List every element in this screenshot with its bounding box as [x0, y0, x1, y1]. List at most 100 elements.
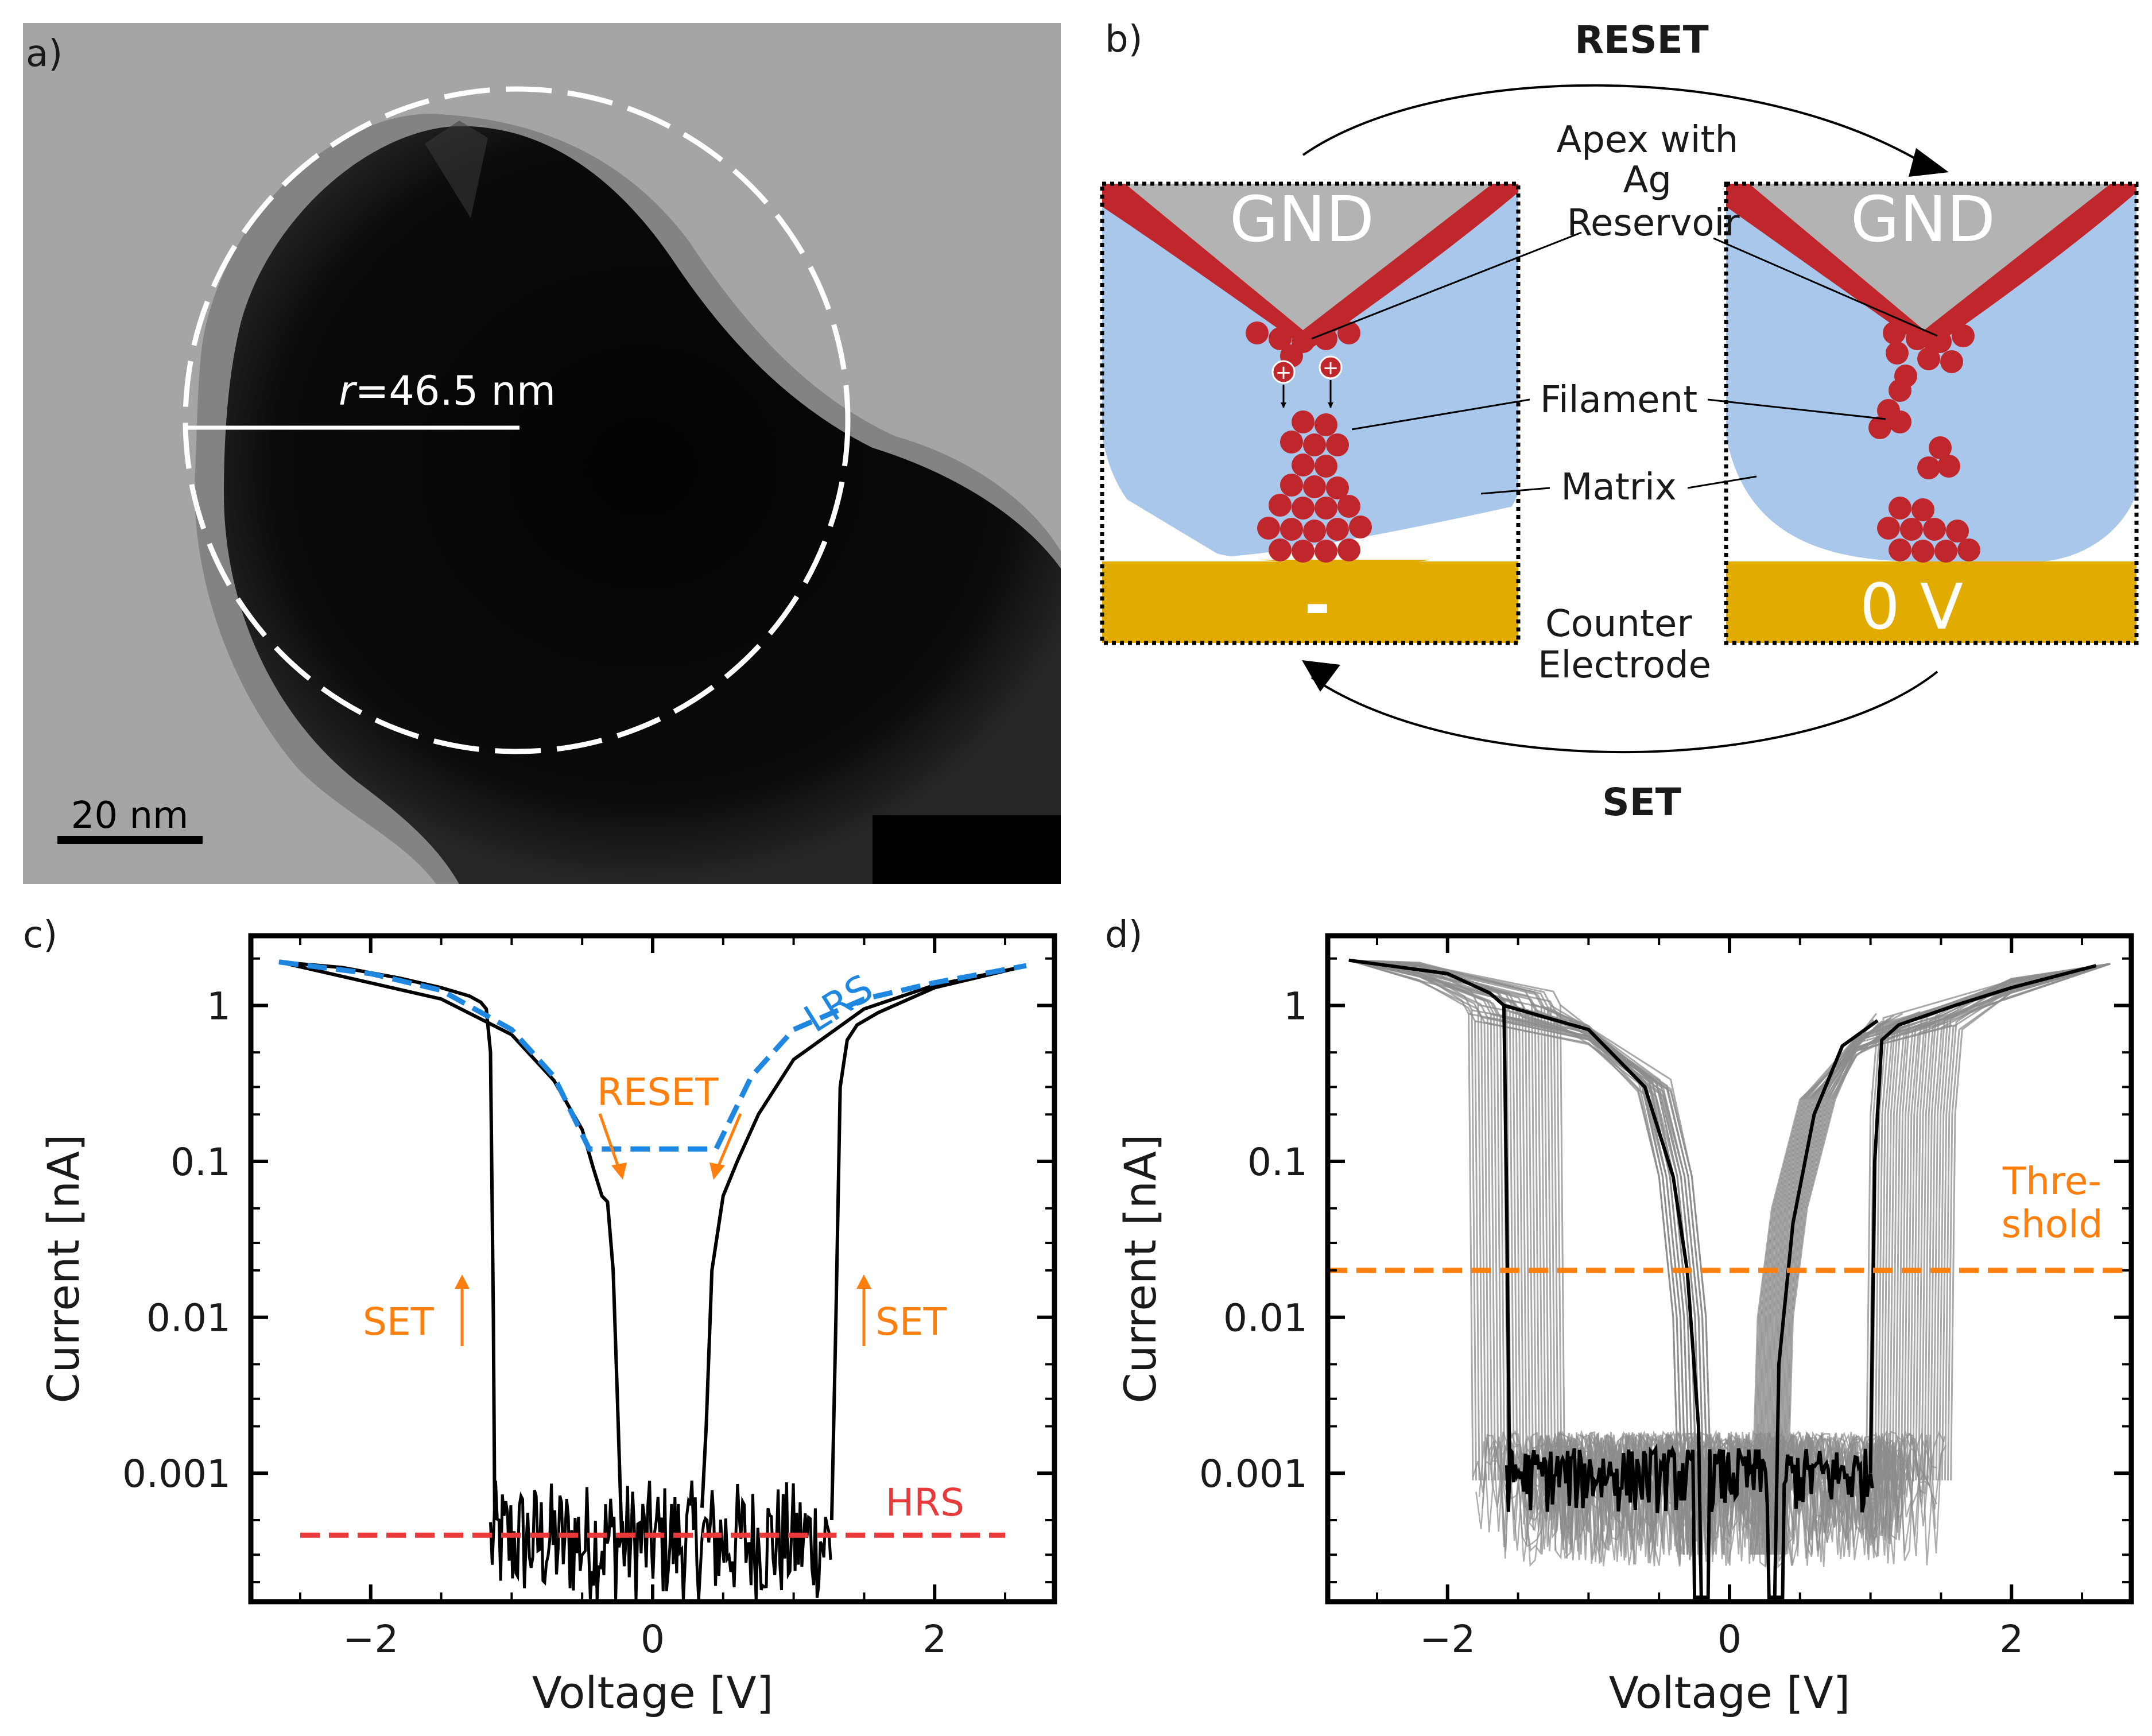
gray-cycle-left-set	[1348, 959, 1562, 1481]
series-measured-i-v	[278, 960, 497, 1521]
gray-cycle-noise	[1532, 1430, 1904, 1560]
panel-c: c) −2 0 2 0.001 0.01 0.1 1 Voltage [V] Current […	[23, 914, 1057, 1718]
y-tick-label: 0.001	[1199, 1452, 1308, 1496]
hrs-label: HRS	[886, 1481, 964, 1525]
panel-a: r=46.5 nm 20 nm a)	[23, 23, 1061, 884]
x-tick-label: 2	[922, 1617, 947, 1661]
panel-label-b: b)	[1105, 18, 1143, 61]
y-tick-label: 0.1	[1247, 1140, 1308, 1184]
threshold-label-line-2: shold	[2002, 1202, 2103, 1246]
gray-cycle-left-set	[1348, 959, 1560, 1481]
right-tip	[1726, 184, 2137, 336]
x-axis-label: Voltage [V]	[532, 1667, 774, 1718]
y-tick-label: 0.01	[146, 1296, 231, 1340]
reset-arrowhead-left	[611, 1162, 627, 1180]
svg-text:+: +	[1323, 356, 1339, 379]
series-highlighted-cycle	[1348, 958, 1511, 1474]
counter-label-line-1: Counter	[1545, 603, 1692, 645]
left-electrode	[1102, 560, 1518, 643]
right-filament-atoms	[1868, 379, 1980, 563]
set-label-left: SET	[363, 1300, 435, 1344]
series-measured-i-v-set-right	[829, 966, 1020, 1521]
reset-arrowhead-right	[709, 1162, 725, 1180]
gray-cycle-left-set	[1348, 959, 1477, 1481]
gray-cycle-left-set	[1348, 959, 1490, 1481]
series-lrs-fit	[278, 959, 1027, 1152]
x-tick-label: 0	[1717, 1617, 1742, 1661]
x-tick-label: 0	[641, 1617, 665, 1661]
radius-symbol: r	[339, 367, 358, 414]
c-plot-area	[278, 959, 1027, 1601]
gray-cycle-right-set	[1938, 963, 2111, 1481]
y-axis-label: Current [nA]	[1115, 1134, 1166, 1403]
y-tick-label: 1	[1284, 984, 1308, 1028]
device-left: GND - + +	[1100, 181, 1521, 645]
series-highlighted-cycle-set-right	[1868, 964, 2097, 1474]
left-reservoir-atoms	[1246, 321, 1360, 367]
apex-label-line-1: Apex with	[1557, 119, 1739, 161]
right-reservoir-atoms	[1883, 321, 1975, 388]
gray-cycle-left-reset	[1556, 1014, 1711, 1555]
gray-cycle-right-set	[1932, 963, 2111, 1481]
x-tick-label: −2	[343, 1617, 398, 1661]
matrix-label: Matrix	[1561, 466, 1677, 509]
radius-value: =46.5 nm	[355, 367, 556, 414]
gray-cycle-right-reset	[1775, 1017, 1950, 1555]
apex-label-line-3: Reservoir	[1566, 202, 1740, 245]
reset-cycle-label: RESET	[1575, 18, 1709, 62]
apex-label-line-2: Ag	[1623, 159, 1672, 202]
ion-left-1: +	[1271, 360, 1296, 408]
set-arrowhead-right	[856, 1274, 871, 1289]
gray-cycle-right-reset	[1759, 1022, 1918, 1555]
hrs-noise-trace	[489, 1481, 832, 1601]
svg-text:+: +	[1275, 361, 1292, 384]
series-measured-i-v-reset-right	[700, 966, 1020, 1508]
particle-outline-circle	[183, 86, 851, 754]
left-filament-atoms	[1257, 410, 1372, 563]
x-axis-label: Voltage [V]	[1609, 1667, 1851, 1718]
gray-cycle-left-set	[1348, 959, 1474, 1481]
series-highlighted-cycle-reset-left	[1503, 1003, 1703, 1602]
left-tip	[1102, 184, 1518, 336]
device-right: GND 0 V	[1724, 181, 2139, 645]
gray-cycle-right-reset	[1755, 1014, 1944, 1555]
gray-cycle-right-reset	[1785, 1024, 1909, 1555]
panel-b: b) GND - + +	[1100, 18, 2139, 824]
ion-left-2: +	[1319, 355, 1343, 408]
threshold-label-line-1: Thre-	[2002, 1159, 2101, 1203]
right-gnd-label: GND	[1851, 183, 1995, 256]
panel-label-a: a)	[26, 33, 63, 75]
highlighted-noise-trace	[1505, 1443, 1874, 1599]
series-highlighted-cycle-reset-right	[1773, 1019, 1879, 1602]
y-tick-label: 0.001	[122, 1452, 231, 1496]
gray-cycle-left-set	[1348, 959, 1487, 1481]
y-tick-label: 1	[207, 984, 231, 1028]
left-gnd-label: GND	[1230, 183, 1374, 256]
gray-cycle-right-reset	[1765, 1013, 1903, 1555]
gray-cycle-right-set	[1924, 963, 2111, 1481]
y-axis-label: Current [nA]	[38, 1134, 89, 1403]
gray-cycle-left-reset	[1553, 1021, 1707, 1555]
apex-label: Apex with Ag Reservoir	[1557, 119, 1750, 245]
left-tip-coating	[1102, 184, 1518, 350]
reset-arrow-right	[716, 1113, 742, 1169]
panel-d: d) −2 0 2 0.001 0.01 0.1 1 Voltage [V] Current […	[1105, 914, 2134, 1718]
gray-cycle-left-set	[1348, 959, 1566, 1481]
right-electrode-label: 0 V	[1860, 570, 1963, 644]
plot-c: −2 0 2 0.001 0.01 0.1 1 Voltage [V] Current [nA]…	[38, 933, 1057, 1718]
set-arrowhead-left	[455, 1274, 470, 1289]
gray-cycle-left-reset	[1560, 1004, 1714, 1555]
reset-label: RESET	[597, 1070, 719, 1114]
right-tip-coating	[1726, 184, 2137, 350]
reset-arrow-left	[598, 1113, 621, 1169]
gray-cycle-right-set	[1912, 963, 2111, 1481]
gray-cycle-left-set	[1348, 959, 1480, 1481]
gray-cycle-noise	[1538, 1431, 1945, 1567]
tem-particle	[224, 126, 1061, 884]
y-tick-label: 0.01	[1223, 1296, 1308, 1340]
set-label-right: SET	[875, 1300, 947, 1344]
set-cycle-label: SET	[1602, 780, 1681, 824]
counter-electrode-label: Counter Electrode	[1538, 603, 1711, 687]
panel-label-d: d)	[1105, 914, 1143, 956]
